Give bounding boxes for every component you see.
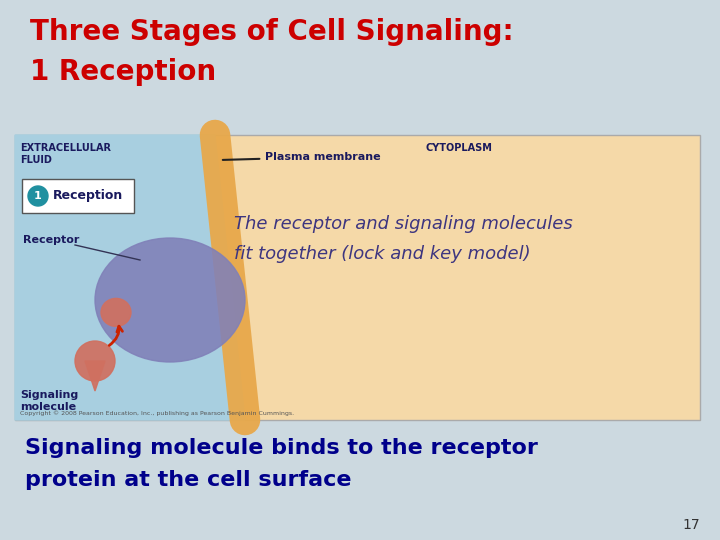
Text: Reception: Reception xyxy=(53,190,123,202)
Text: Plasma membrane: Plasma membrane xyxy=(222,152,381,162)
Text: 1: 1 xyxy=(34,191,42,201)
Text: protein at the cell surface: protein at the cell surface xyxy=(25,470,351,490)
Text: 17: 17 xyxy=(683,518,700,532)
Circle shape xyxy=(75,341,115,381)
Polygon shape xyxy=(85,361,105,391)
Text: CYTOPLASM: CYTOPLASM xyxy=(426,143,493,153)
Text: Signaling
molecule: Signaling molecule xyxy=(20,390,78,411)
Text: 1 Reception: 1 Reception xyxy=(30,58,216,86)
Text: EXTRACELLULAR
FLUID: EXTRACELLULAR FLUID xyxy=(20,143,111,165)
Text: Signaling molecule binds to the receptor: Signaling molecule binds to the receptor xyxy=(25,438,538,458)
Text: Copyright © 2008 Pearson Education, Inc., publishing as Pearson Benjamin Cumming: Copyright © 2008 Pearson Education, Inc.… xyxy=(20,410,294,416)
Text: Receptor: Receptor xyxy=(23,235,79,245)
FancyBboxPatch shape xyxy=(22,179,134,213)
Ellipse shape xyxy=(95,238,245,362)
FancyBboxPatch shape xyxy=(15,135,700,420)
Text: The receptor and signaling molecules: The receptor and signaling molecules xyxy=(234,215,573,233)
Ellipse shape xyxy=(101,299,131,326)
Text: fit together (lock and key model): fit together (lock and key model) xyxy=(234,245,531,263)
Circle shape xyxy=(28,186,48,206)
Polygon shape xyxy=(15,135,245,420)
Text: Three Stages of Cell Signaling:: Three Stages of Cell Signaling: xyxy=(30,18,513,46)
